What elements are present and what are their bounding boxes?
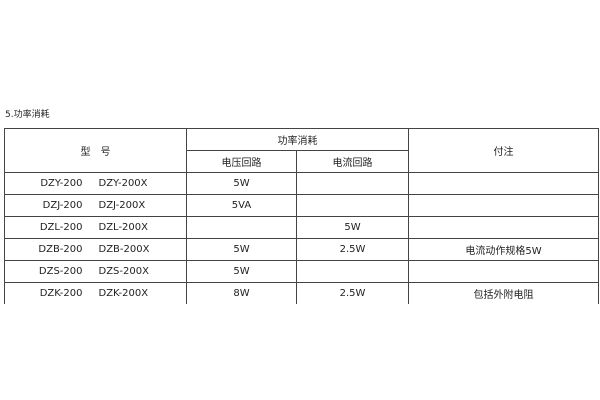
cell-note xyxy=(408,172,599,195)
cell-note xyxy=(408,260,599,283)
header-note: 付注 xyxy=(408,128,599,173)
section-title: 5.功率消耗 xyxy=(5,110,50,120)
cell-model: DZY-200 DZY-200X xyxy=(4,172,187,195)
cell-current xyxy=(296,260,409,283)
header-row: 型 号 功率消耗 付注 xyxy=(4,128,599,173)
cell-model: DZK-200 DZK-200X xyxy=(4,282,187,304)
model-a: DZL-200 xyxy=(39,222,83,233)
table-row: DZK-200 DZK-200X 8W 2.5W 包括外附电阻 xyxy=(4,282,599,304)
cell-model: DZS-200 DZS-200X xyxy=(4,260,187,283)
model-b: DZL-200X xyxy=(98,222,149,233)
cell-note xyxy=(408,194,599,217)
header-power: 功率消耗 xyxy=(186,128,409,151)
model-a: DZY-200 xyxy=(40,178,83,189)
cell-current: 2.5W xyxy=(296,238,409,261)
model-b: DZB-200X xyxy=(98,244,150,255)
header-model: 型 号 xyxy=(4,128,187,173)
table-row: DZB-200 DZB-200X 5W 2.5W 电流动作规格5W xyxy=(4,238,599,261)
table-row: DZJ-200 DZJ-200X 5VA xyxy=(4,194,599,217)
cell-current: 5W xyxy=(296,216,409,239)
header-current-circuit: 电流回路 xyxy=(296,150,409,173)
cell-voltage: 5W xyxy=(186,172,297,195)
cell-voltage: 5W xyxy=(186,260,297,283)
cell-model: DZL-200 DZL-200X xyxy=(4,216,187,239)
cell-voltage: 5W xyxy=(186,238,297,261)
cell-voltage xyxy=(186,216,297,239)
cell-current xyxy=(296,172,409,195)
power-consumption-table: 型 号 功率消耗 付注 电压回路 电流回路 DZY-200 DZY-200X 5W D… xyxy=(4,128,599,304)
cell-note xyxy=(408,216,599,239)
cell-note: 包括外附电阻 xyxy=(408,282,599,304)
model-b: DZJ-200X xyxy=(98,200,146,211)
cell-model: DZJ-200 DZJ-200X xyxy=(4,194,187,217)
model-a: DZS-200 xyxy=(38,266,83,277)
cell-model: DZB-200 DZB-200X xyxy=(4,238,187,261)
model-a: DZK-200 xyxy=(39,288,83,299)
subheader-row: 电压回路 电流回路 xyxy=(5,150,599,173)
cell-voltage: 5VA xyxy=(186,194,297,217)
cell-voltage: 8W xyxy=(186,282,297,304)
cell-current xyxy=(296,194,409,217)
model-b: DZS-200X xyxy=(98,266,149,277)
header-voltage-circuit: 电压回路 xyxy=(186,150,297,173)
table-row: DZY-200 DZY-200X 5W xyxy=(4,172,599,195)
model-a: DZB-200 xyxy=(38,244,83,255)
model-b: DZY-200X xyxy=(98,178,148,189)
model-b: DZK-200X xyxy=(98,288,149,299)
cell-current: 2.5W xyxy=(296,282,409,304)
model-a: DZJ-200 xyxy=(42,200,83,211)
table-row: DZL-200 DZL-200X 5W xyxy=(4,216,599,239)
cell-note: 电流动作规格5W xyxy=(408,238,599,261)
table-row: DZS-200 DZS-200X 5W xyxy=(4,260,599,283)
